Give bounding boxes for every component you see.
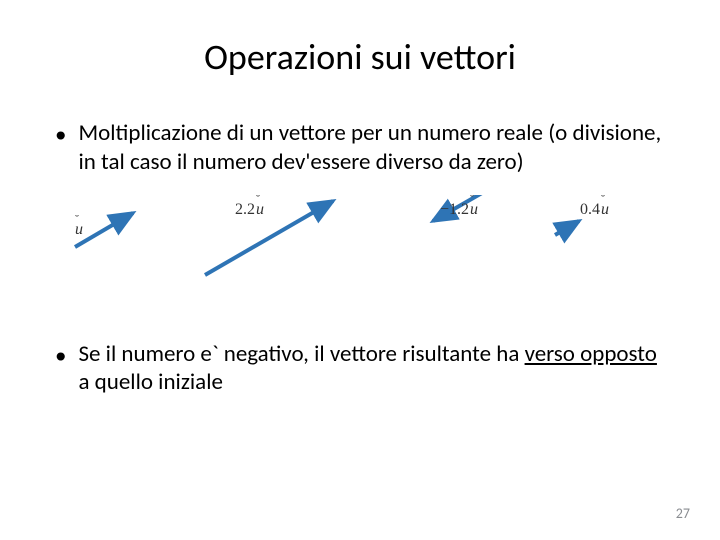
vector-v1 <box>75 213 133 247</box>
bullet-2-underlined: verso opposto <box>525 340 657 368</box>
bullet-2: • Se il numero e` negativo, il vettore r… <box>55 340 665 398</box>
page-number: 27 <box>676 505 690 522</box>
vector-v4 <box>555 221 579 235</box>
bullet-2-post: a quello iniziale <box>78 368 222 396</box>
slide-title: Operazioni sui vettori <box>55 35 665 79</box>
slide: Operazioni sui vettori • Moltiplicazione… <box>0 0 720 540</box>
bullet-2-text: Se il numero e` negativo, il vettore ris… <box>78 340 665 398</box>
bullet-dot-icon: • <box>55 121 66 177</box>
bullet-1: • Moltiplicazione di un vettore per un n… <box>55 119 665 177</box>
vector-diagram: u˘ 2.2u˘ −1.2u˘ 0.4u˘ <box>55 195 665 315</box>
vector-v2 <box>205 201 333 275</box>
vector-label-v1: u˘ <box>75 221 83 239</box>
bullet-2-pre: Se il numero e` negativo, il vettore ris… <box>78 340 524 368</box>
bullet-1-text: Moltiplicazione di un vettore per un num… <box>78 119 665 177</box>
bullet-dot-icon: • <box>55 342 66 398</box>
vector-label-v3: −1.2u˘ <box>440 201 478 219</box>
vector-label-v4: 0.4u˘ <box>580 201 609 219</box>
vector-label-v2: 2.2u˘ <box>235 201 264 219</box>
